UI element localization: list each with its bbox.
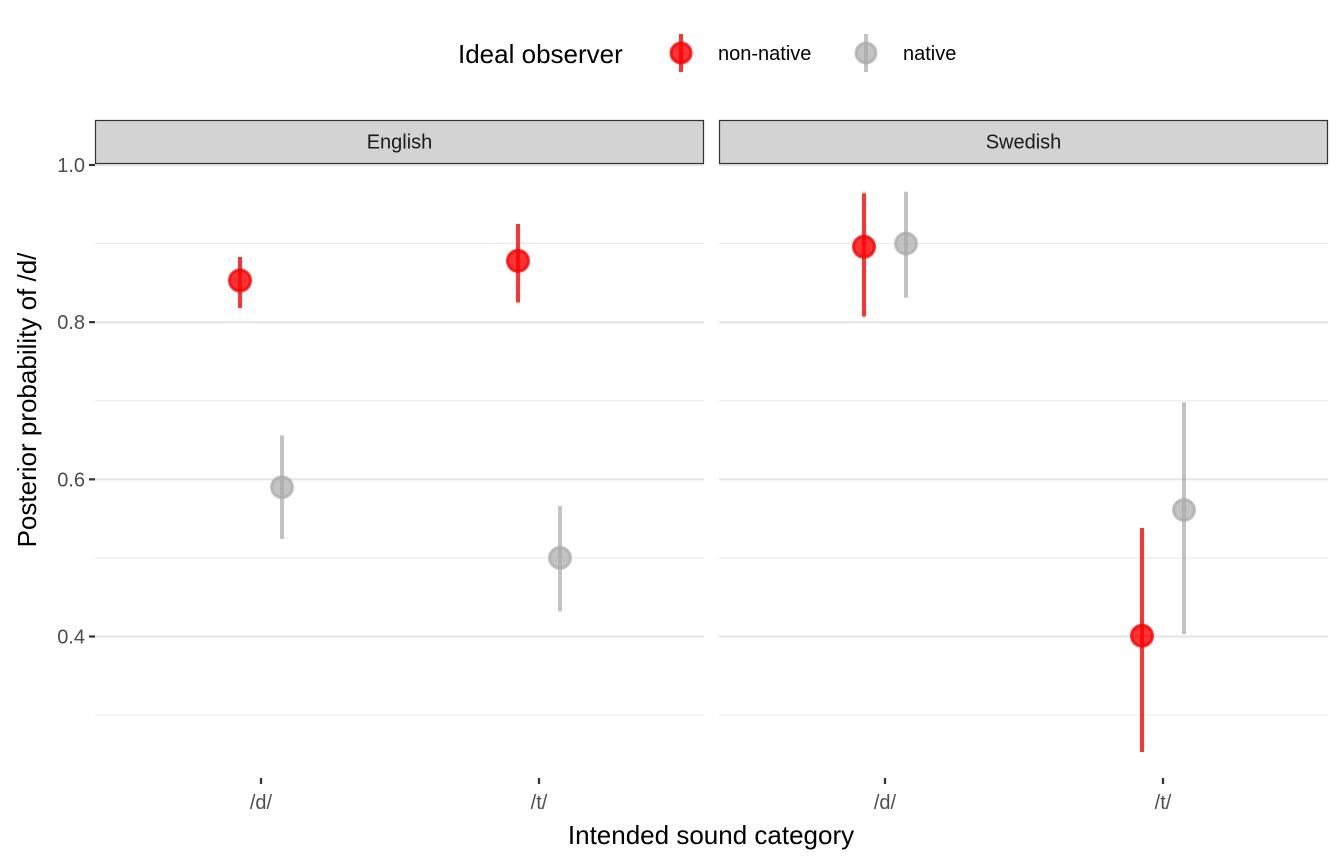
y-tick-label: 0.6 xyxy=(57,469,85,491)
x-tick-label: /d/ xyxy=(874,792,897,814)
data-point xyxy=(894,231,918,256)
point-native-d xyxy=(270,435,294,540)
legend-label-native: native xyxy=(903,43,956,65)
facet-strip-label: Swedish xyxy=(986,132,1062,154)
x-axis-title: Intended sound category xyxy=(568,820,854,850)
data-point xyxy=(548,545,572,570)
point-native-t xyxy=(1172,402,1196,635)
facet-strip xyxy=(94,119,705,165)
legend-title: Ideal observer xyxy=(458,39,623,69)
facet-strip xyxy=(718,119,1329,165)
x-tick-label: /t/ xyxy=(1155,792,1172,814)
legend: Ideal observer non-native native xyxy=(458,34,956,72)
legend-key-native xyxy=(854,34,878,72)
point-native-t xyxy=(548,506,572,612)
data-point xyxy=(852,234,876,259)
panel-swedish: Swedish/d/ /t/ xyxy=(718,119,1329,814)
x-tick-label: /d/ xyxy=(250,792,273,814)
x-tick-label: /t/ xyxy=(531,792,548,814)
data-point xyxy=(1172,497,1196,522)
point-non-native-d xyxy=(228,256,252,309)
panel-english: English/d/ /t/ xyxy=(94,119,705,814)
data-point xyxy=(270,475,294,500)
point-non-native-d xyxy=(852,193,876,317)
point-non-native-t xyxy=(506,223,530,303)
y-tick-label: 0.8 xyxy=(57,312,85,334)
legend-label-non-native: non-native xyxy=(718,43,811,65)
plot-area: English/d/ /t/Swedish/d/ /t/0.4 0.6 0.8 1.0 xyxy=(57,119,1329,814)
y-tick-label: 0.4 xyxy=(57,627,85,649)
data-point xyxy=(228,268,252,293)
point-native-d xyxy=(894,191,918,298)
data-point xyxy=(1130,623,1154,648)
y-tick-label: 1.0 xyxy=(57,155,85,177)
data-point xyxy=(506,248,530,273)
legend-key-non-native xyxy=(669,34,693,72)
facet-strip-label: English xyxy=(367,132,433,154)
point-non-native-t xyxy=(1130,528,1154,753)
y-axis-title: Posterior probability of /d/ xyxy=(12,252,42,548)
